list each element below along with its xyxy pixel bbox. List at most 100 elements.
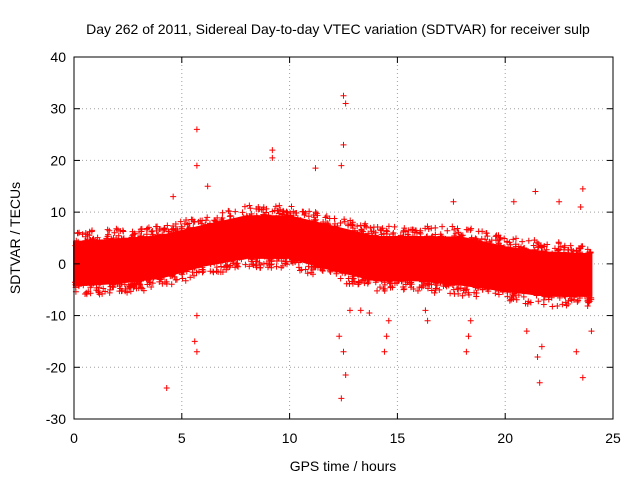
data-point bbox=[532, 250, 539, 257]
data-point bbox=[421, 278, 428, 285]
data-point bbox=[492, 233, 499, 240]
data-point bbox=[429, 233, 436, 240]
data-point bbox=[547, 254, 554, 261]
outlier-point bbox=[579, 374, 586, 381]
data-point bbox=[572, 291, 579, 298]
data-point bbox=[334, 223, 341, 230]
data-point bbox=[509, 292, 516, 299]
data-point bbox=[467, 227, 474, 234]
data-point bbox=[116, 278, 123, 285]
data-point bbox=[157, 275, 164, 282]
data-point bbox=[266, 256, 273, 263]
data-point bbox=[454, 225, 461, 232]
outlier-point bbox=[193, 348, 200, 355]
data-point bbox=[219, 269, 226, 276]
data-point bbox=[570, 296, 577, 303]
data-point bbox=[275, 255, 282, 262]
data-point bbox=[110, 235, 117, 242]
data-point bbox=[236, 253, 243, 260]
data-point bbox=[161, 234, 168, 241]
data-point bbox=[444, 227, 451, 234]
data-point bbox=[517, 244, 524, 251]
data-point bbox=[319, 268, 326, 275]
data-point bbox=[478, 235, 485, 242]
data-point bbox=[253, 253, 260, 260]
data-point bbox=[100, 285, 107, 292]
outlier-point bbox=[336, 333, 343, 340]
data-point bbox=[260, 260, 267, 267]
data-point bbox=[541, 293, 548, 300]
data-point bbox=[317, 263, 324, 270]
data-point bbox=[435, 275, 442, 282]
y-tick-label: -30 bbox=[46, 411, 66, 427]
outlier-point bbox=[463, 348, 470, 355]
data-point bbox=[521, 248, 528, 255]
data-point bbox=[579, 243, 586, 250]
x-tick-label: 15 bbox=[390, 430, 406, 446]
data-point bbox=[293, 257, 300, 264]
data-point bbox=[565, 246, 572, 253]
data-point bbox=[144, 235, 151, 242]
data-point bbox=[148, 228, 155, 235]
data-point bbox=[212, 218, 219, 225]
outlier-point bbox=[193, 162, 200, 169]
data-point bbox=[294, 256, 301, 263]
data-point bbox=[191, 262, 198, 269]
data-point bbox=[279, 213, 286, 220]
data-point bbox=[96, 276, 103, 283]
data-point bbox=[486, 238, 493, 245]
outlier-point bbox=[340, 92, 347, 99]
data-point bbox=[516, 285, 523, 292]
data-point bbox=[136, 280, 143, 287]
data-point bbox=[468, 241, 475, 248]
data-point bbox=[387, 283, 394, 290]
data-point bbox=[82, 230, 89, 237]
data-point bbox=[190, 224, 197, 231]
data-point bbox=[318, 264, 325, 271]
data-point bbox=[458, 278, 465, 285]
outlier-point bbox=[357, 307, 364, 314]
data-point bbox=[283, 208, 290, 215]
data-point bbox=[309, 259, 316, 266]
data-point bbox=[235, 253, 242, 260]
data-point bbox=[542, 249, 549, 256]
data-point bbox=[149, 280, 156, 287]
data-point bbox=[185, 225, 192, 232]
data-point bbox=[310, 218, 317, 225]
data-point bbox=[349, 219, 356, 226]
data-point bbox=[107, 286, 114, 293]
data-point bbox=[298, 266, 305, 273]
data-point bbox=[462, 287, 469, 294]
data-point bbox=[264, 217, 271, 224]
outlier-point bbox=[536, 379, 543, 386]
data-point bbox=[451, 232, 458, 239]
outlier-point bbox=[346, 307, 353, 314]
data-point bbox=[127, 288, 134, 295]
data-point bbox=[122, 288, 129, 295]
outlier-point bbox=[340, 141, 347, 148]
outlier-point bbox=[510, 198, 517, 205]
data-cloud-core bbox=[73, 215, 593, 297]
data-point bbox=[156, 278, 163, 285]
data-point bbox=[275, 250, 282, 257]
data-point bbox=[246, 252, 253, 259]
data-point bbox=[103, 276, 110, 283]
data-point bbox=[355, 279, 362, 286]
outlier-point bbox=[338, 162, 345, 169]
data-point bbox=[463, 238, 470, 245]
data-point bbox=[484, 244, 491, 251]
data-point bbox=[341, 270, 348, 277]
data-point bbox=[513, 296, 520, 303]
data-point bbox=[283, 253, 290, 260]
data-point bbox=[72, 242, 79, 249]
data-point bbox=[104, 226, 111, 233]
data-point bbox=[394, 274, 401, 281]
data-point bbox=[432, 280, 439, 287]
data-point bbox=[326, 215, 333, 222]
data-points bbox=[71, 92, 595, 402]
data-point bbox=[584, 297, 591, 304]
data-point bbox=[496, 236, 503, 243]
data-point bbox=[472, 242, 479, 249]
data-point bbox=[380, 272, 387, 279]
